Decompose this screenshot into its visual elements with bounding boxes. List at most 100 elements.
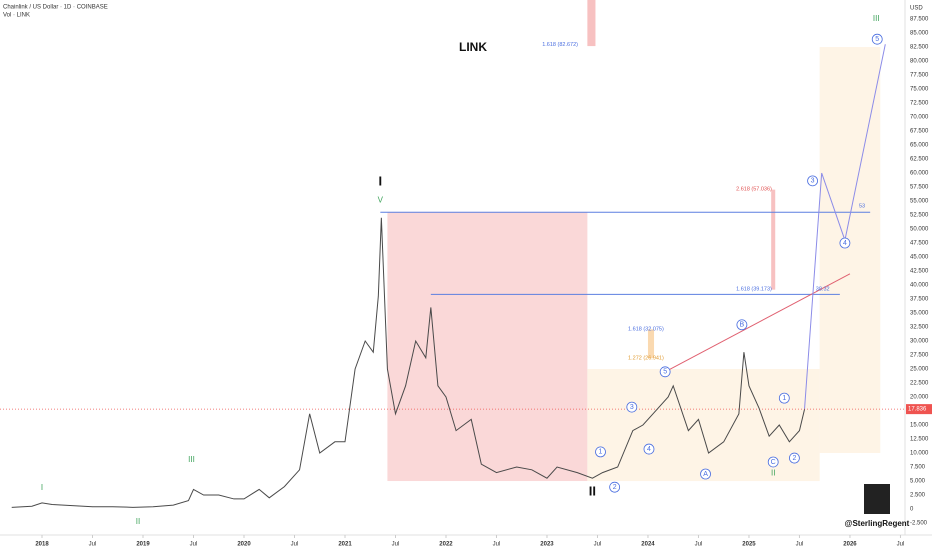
zone bbox=[587, 0, 596, 47]
y-tick-label: 65.000 bbox=[910, 143, 929, 149]
x-tick-label: Jul bbox=[392, 542, 400, 548]
y-tick-label: 30.000 bbox=[910, 339, 929, 345]
annotation: II bbox=[771, 468, 775, 477]
y-tick-label: 52.500 bbox=[910, 213, 929, 219]
zone bbox=[647, 329, 655, 359]
y-tick-label: 32.500 bbox=[910, 325, 929, 331]
annotation: I bbox=[41, 483, 43, 492]
x-tick-label: 2024 bbox=[641, 542, 655, 548]
annotation: I bbox=[379, 173, 383, 188]
annotation: 1.618 (82.672) bbox=[542, 42, 578, 48]
y-tick-label: 80.000 bbox=[910, 59, 929, 65]
y-tick-label: 25.000 bbox=[910, 367, 929, 373]
y-tick-label: 87.500 bbox=[910, 17, 929, 23]
wave-circle bbox=[626, 401, 638, 413]
annotation: 4 bbox=[843, 240, 847, 247]
price-line-series bbox=[11, 217, 805, 508]
y-tick-label: 42.500 bbox=[910, 269, 929, 275]
wave-circle bbox=[700, 468, 711, 480]
wave-circle bbox=[767, 456, 779, 468]
annotation: A bbox=[703, 471, 708, 478]
y-tick-label: 67.500 bbox=[910, 129, 929, 135]
y-tick-label: 22.500 bbox=[910, 381, 929, 387]
y-tick-label: 72.500 bbox=[910, 101, 929, 107]
wave-circle bbox=[778, 392, 790, 404]
y-tick-label: 12.500 bbox=[910, 437, 929, 443]
x-tick-label: 2018 bbox=[35, 542, 49, 548]
wave-circle bbox=[659, 366, 671, 378]
y-tick-label: 10.000 bbox=[910, 451, 929, 457]
y-tick-label: 40.000 bbox=[910, 283, 929, 289]
zone bbox=[819, 47, 881, 454]
x-tick-label: Jul bbox=[291, 542, 299, 548]
x-tick-label: 2020 bbox=[237, 542, 251, 548]
x-tick-label: 2022 bbox=[439, 542, 453, 548]
chart-title: LINK bbox=[459, 40, 487, 54]
annotation: 5 bbox=[663, 369, 667, 376]
wave-circle bbox=[609, 481, 621, 493]
x-tick-label: Jul bbox=[594, 542, 602, 548]
annotation: 3 bbox=[811, 178, 815, 185]
annotation: 1 bbox=[782, 395, 786, 402]
price-tag bbox=[906, 404, 932, 415]
annotation: V bbox=[378, 196, 384, 205]
y-tick-label: 47.500 bbox=[910, 241, 929, 247]
y-tick-label: 85.000 bbox=[910, 31, 929, 37]
annotation: 1 bbox=[599, 449, 603, 456]
y-tick-label: 82.500 bbox=[910, 45, 929, 51]
x-tick-label: Jul bbox=[493, 542, 501, 548]
indicator-label: Vol · LINK bbox=[3, 13, 30, 19]
avatar bbox=[864, 484, 890, 514]
annotation: 4 bbox=[647, 446, 651, 453]
wave-circle bbox=[807, 175, 818, 187]
annotation: B bbox=[740, 322, 745, 329]
x-tick-label: Jul bbox=[89, 542, 97, 548]
y-tick-label: 70.000 bbox=[910, 115, 929, 121]
x-tick-label: Jul bbox=[190, 542, 198, 548]
x-tick-label: 2026 bbox=[843, 542, 857, 548]
y-tick-label: 50.000 bbox=[910, 227, 929, 233]
zone bbox=[587, 369, 820, 482]
y-tick-label: 60.000 bbox=[910, 171, 929, 177]
x-tick-label: Jul bbox=[897, 542, 905, 548]
y-tick-label: 2.500 bbox=[910, 493, 926, 499]
y-tick-label: 55.000 bbox=[910, 199, 929, 205]
y-tick-label: 27.500 bbox=[910, 353, 929, 359]
author: @SterlingRegent bbox=[845, 519, 910, 528]
plot-area bbox=[0, 0, 905, 508]
y-tick-label: 57.500 bbox=[910, 185, 929, 191]
x-tick-label: 2019 bbox=[136, 542, 150, 548]
x-tick-label: Jul bbox=[796, 542, 804, 548]
x-tick-label: 2023 bbox=[540, 542, 554, 548]
y-tick-label: 0 bbox=[910, 507, 914, 513]
y-tick-label: 20.000 bbox=[910, 395, 929, 401]
y-tick-label: 37.500 bbox=[910, 297, 929, 303]
y-tick-label: 7.500 bbox=[910, 465, 926, 471]
wave-circle bbox=[595, 446, 606, 458]
annotation: 1.272 (26.941) bbox=[628, 355, 664, 361]
annotation: 38.32 bbox=[816, 286, 830, 292]
x-tick-label: 2025 bbox=[742, 542, 756, 548]
drawn-line bbox=[664, 273, 851, 373]
symbol-title: Chainlink / US Dollar · 1D · COINBASE bbox=[3, 5, 108, 11]
annotation: 1.618 (32.075) bbox=[628, 327, 664, 333]
axis-unit: USD bbox=[910, 6, 923, 12]
y-tick-label: 62.500 bbox=[910, 157, 929, 163]
annotation: 2 bbox=[613, 484, 617, 491]
y-tick-label: -2.500 bbox=[910, 521, 928, 527]
annotation: C bbox=[771, 459, 776, 466]
wave-circle bbox=[839, 237, 851, 249]
y-tick-label: 77.500 bbox=[910, 73, 929, 79]
annotation: III bbox=[188, 455, 195, 464]
annotation: 3 bbox=[630, 404, 634, 411]
drawn-line bbox=[804, 44, 886, 410]
y-tick-label: 45.000 bbox=[910, 255, 929, 261]
zone bbox=[387, 212, 588, 482]
y-tick-label: 15.000 bbox=[910, 423, 929, 429]
annotation: 1.618 (39.173) bbox=[736, 286, 772, 292]
wave-circle bbox=[789, 452, 800, 464]
y-tick-label: 35.000 bbox=[910, 311, 929, 317]
wave-circle bbox=[736, 319, 748, 331]
y-tick-label: 75.000 bbox=[910, 87, 929, 93]
annotation: II bbox=[136, 517, 140, 526]
